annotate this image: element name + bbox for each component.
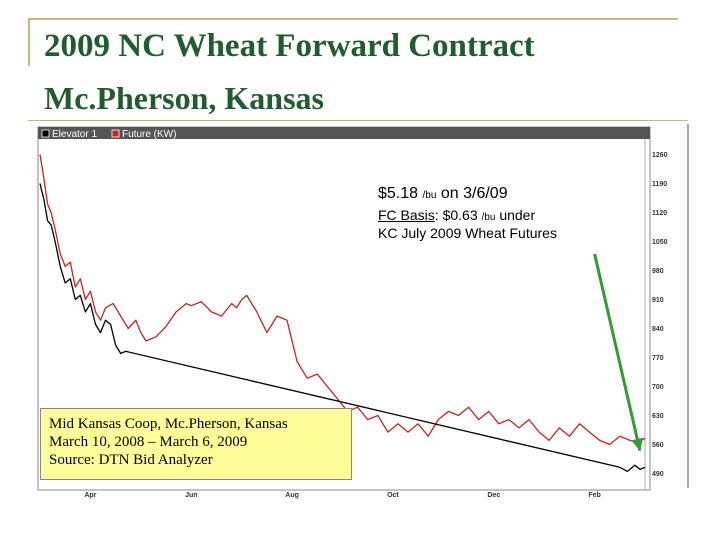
y-tick-label: 490 [652,471,664,478]
x-tick-label: Jun [185,492,197,499]
y-tick-label: 1190 [652,181,667,188]
page-subtitle: Mc.Pherson, Kansas [44,80,324,116]
y-tick-label: 630 [652,413,664,420]
infobox-line-2: March 10, 2008 – March 6, 2009 [49,434,248,450]
arrow-head [631,437,644,451]
title-frame-left [28,18,30,66]
x-tick-label: Feb [588,492,600,499]
y-tick-label: 1120 [652,210,667,217]
y-tick-label: 980 [652,268,664,275]
series-line-1 [39,183,646,473]
y-tick-label: 560 [652,442,664,449]
y-tick-label: 840 [652,326,664,333]
series-line-0 [39,154,646,446]
y-tick-label: 700 [652,384,664,391]
legend-label-elevator: Elevator 1 [52,129,97,140]
series-layer [39,154,646,473]
price-date: on 3/6/09 [440,185,508,202]
legend-swatch-future [111,129,120,138]
futures-text: KC July 2009 Wheat Futures [378,225,557,241]
infobox-line-1: Mid Kansas Coop, Mc.Pherson, Kansas [49,416,288,432]
basis-tail: under [499,207,536,223]
basis-label: FC Basis [378,207,435,223]
y-tick-label: 1260 [652,152,668,159]
arrow-shaft [593,253,642,452]
legend-bar [38,127,650,139]
source-infobox: Mid Kansas Coop, Mc.Pherson, Kansas Marc… [40,408,352,480]
y-tick-label: 910 [652,297,664,304]
price-unit: /bu [422,190,437,201]
y-tick-label: 770 [652,355,664,362]
annotation-arrow [593,253,644,452]
legend-swatch-elevator [41,129,50,138]
basis-value: : $0.63 [434,207,478,223]
page-title: 2009 NC Wheat Forward Contract [44,28,535,64]
basis-unit: /bu [481,212,496,223]
y-ticks: 1260 1190 1120 1050 980 910 840 770 700 630 560 490 [652,152,668,478]
price-annotation: $5.18 /bu on 3/6/09 FC Basis: $0.63 /bu … [378,185,557,241]
infobox-line-3: Source: DTN Bid Analyzer [49,452,213,468]
title-frame-top [28,18,678,20]
title-underline [28,120,688,121]
y-tick-label: 1050 [652,239,668,246]
x-tick-label: Aug [285,492,299,499]
x-tick-label: Oct [387,492,399,499]
legend-label-future: Future (KW) [122,129,176,140]
x-tick-label: Dec [487,492,500,499]
x-ticks: Apr Jun Aug Oct Dec Feb [84,492,600,499]
price-value: $5.18 [378,185,419,202]
x-tick-label: Apr [84,492,96,499]
